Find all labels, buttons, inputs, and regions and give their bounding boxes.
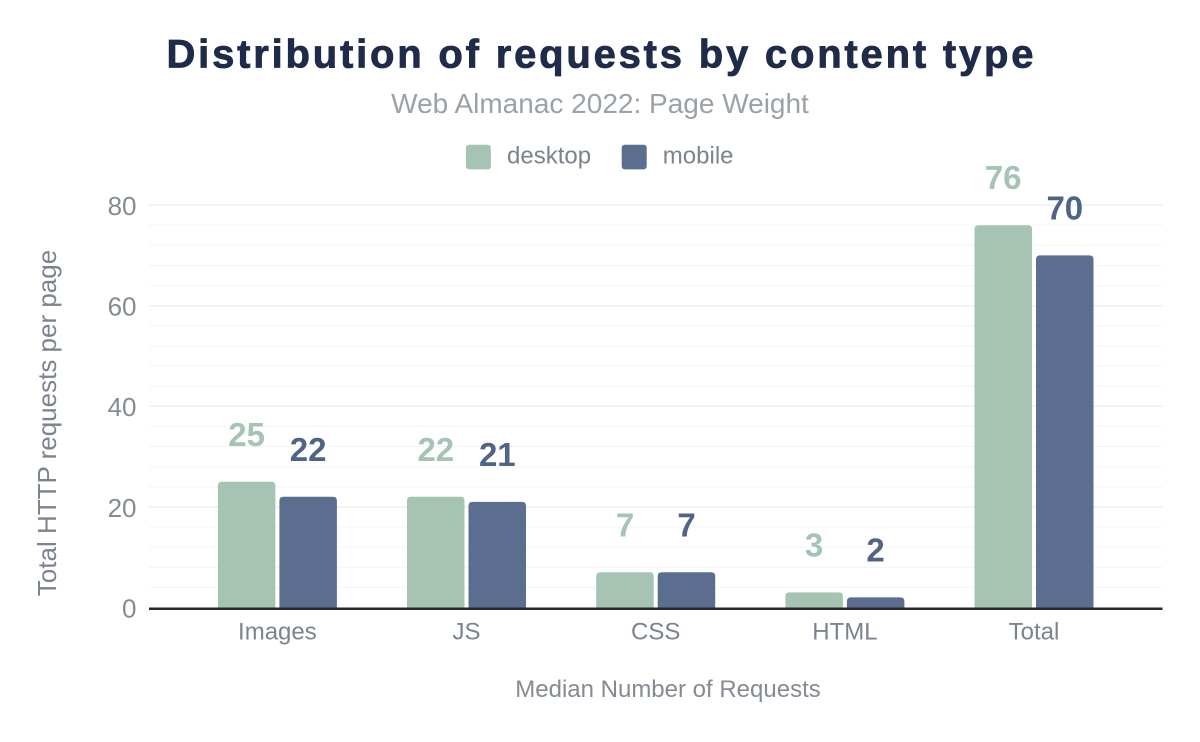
svg-text:60: 60 (108, 292, 137, 322)
svg-text:Median Number of Requests: Median Number of Requests (515, 676, 820, 703)
svg-text:Total HTTP requests per page: Total HTTP requests per page (32, 250, 62, 596)
svg-text:Distribution of requests by co: Distribution of requests by content type (167, 33, 1034, 77)
svg-text:25: 25 (228, 416, 265, 453)
svg-text:20: 20 (108, 493, 137, 523)
svg-text:Images: Images (238, 619, 317, 646)
svg-text:0: 0 (122, 593, 136, 623)
svg-text:76: 76 (985, 159, 1022, 196)
svg-text:desktop: desktop (507, 142, 591, 169)
svg-text:7: 7 (616, 506, 634, 543)
svg-text:22: 22 (290, 431, 327, 468)
svg-text:HTML: HTML (812, 619, 877, 646)
svg-text:CSS: CSS (631, 619, 680, 646)
svg-text:70: 70 (1046, 189, 1083, 226)
svg-text:7: 7 (677, 506, 695, 543)
svg-text:Web Almanac 2022: Page Weight: Web Almanac 2022: Page Weight (391, 88, 809, 119)
svg-text:Total: Total (1009, 619, 1060, 646)
svg-text:3: 3 (805, 526, 823, 563)
svg-text:mobile: mobile (663, 142, 734, 169)
svg-text:80: 80 (108, 191, 137, 221)
svg-text:JS: JS (452, 619, 480, 646)
svg-text:22: 22 (417, 431, 454, 468)
svg-text:2: 2 (866, 531, 884, 568)
svg-text:21: 21 (479, 436, 516, 473)
svg-text:40: 40 (108, 392, 137, 422)
